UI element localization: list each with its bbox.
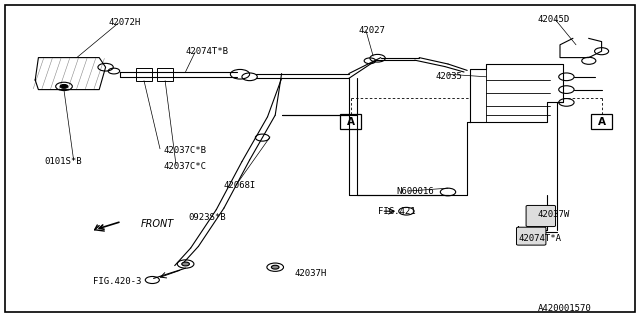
Text: 0101S*B: 0101S*B	[45, 157, 83, 166]
Text: FRONT: FRONT	[141, 219, 174, 229]
Text: 42074T*B: 42074T*B	[186, 47, 228, 56]
Bar	[157, 68, 173, 81]
Text: 42037H: 42037H	[294, 269, 326, 278]
Text: 42035: 42035	[435, 72, 462, 81]
Text: 42045D: 42045D	[538, 15, 570, 24]
Bar	[136, 68, 152, 81]
Text: A: A	[598, 116, 605, 127]
Text: 42072H: 42072H	[109, 18, 141, 27]
Bar	[340, 114, 361, 129]
Text: N600016: N600016	[397, 188, 435, 196]
FancyBboxPatch shape	[516, 227, 546, 245]
Circle shape	[271, 265, 279, 269]
Bar	[591, 114, 612, 129]
FancyBboxPatch shape	[526, 205, 556, 227]
Text: 42074T*A: 42074T*A	[518, 234, 561, 243]
Text: A: A	[347, 116, 355, 127]
Text: 42037C*C: 42037C*C	[163, 162, 206, 171]
Text: 42037C*B: 42037C*B	[163, 146, 206, 155]
Text: FIG.421: FIG.421	[378, 207, 415, 216]
Text: A420001570: A420001570	[538, 304, 591, 313]
Text: 42027: 42027	[358, 26, 385, 35]
Text: 42068I: 42068I	[224, 181, 256, 190]
Text: 42037W: 42037W	[538, 210, 570, 219]
Text: FIG.420-3: FIG.420-3	[93, 277, 141, 286]
Text: 0923S*B: 0923S*B	[189, 213, 227, 222]
Circle shape	[182, 262, 189, 266]
Circle shape	[60, 84, 68, 88]
